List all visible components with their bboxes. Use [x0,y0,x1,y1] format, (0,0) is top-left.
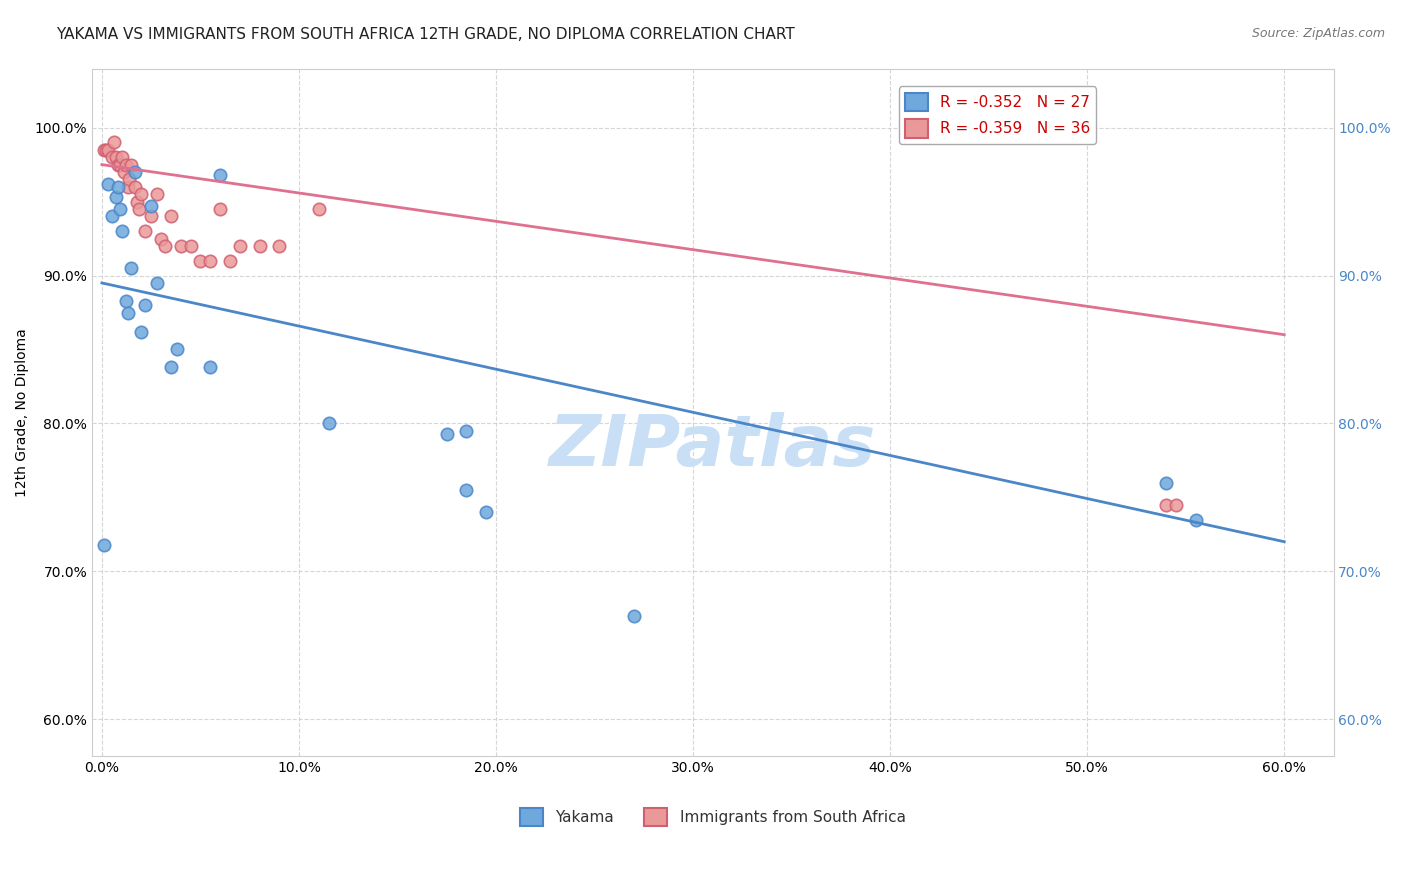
Point [209,202,232,216]
Point [1164,498,1187,512]
Point [104,190,127,204]
Point [97,177,120,191]
Point [190,253,212,268]
Point [110,224,132,238]
Point [153,239,176,253]
Point [93,143,115,157]
Point [219,253,242,268]
Point [150,231,173,245]
Point [180,239,202,253]
Point [1184,512,1206,526]
Point [623,608,645,623]
Point [127,194,149,209]
Point [128,202,150,216]
Point [160,210,183,224]
Point [456,483,478,497]
Point [104,150,127,164]
Point [146,276,169,290]
Point [97,143,120,157]
Text: ZIPatlas: ZIPatlas [550,412,876,481]
Point [308,202,330,216]
Point [134,298,156,312]
Point [200,360,222,375]
Point [107,179,129,194]
Point [141,199,163,213]
Point [114,293,136,308]
Text: YAKAMA VS IMMIGRANTS FROM SOUTH AFRICA 12TH GRADE, NO DIPLOMA CORRELATION CHART: YAKAMA VS IMMIGRANTS FROM SOUTH AFRICA 1… [56,27,794,42]
Point [100,210,122,224]
Point [1154,498,1177,512]
Point [318,417,340,431]
Point [110,150,132,164]
Point [107,158,129,172]
Point [117,305,139,319]
Point [124,179,146,194]
Point [103,136,125,150]
Point [124,165,146,179]
Point [120,261,142,276]
Point [131,187,153,202]
Point [456,424,478,438]
Point [118,172,141,186]
Point [114,158,136,172]
Point [436,426,458,441]
Point [200,253,222,268]
Point [94,143,117,157]
Point [120,158,142,172]
Point [160,360,183,375]
Point [249,239,271,253]
Point [1154,475,1177,490]
Point [134,224,156,238]
Point [146,187,169,202]
Point [93,538,115,552]
Point [100,150,122,164]
Point [170,239,193,253]
Point [166,343,188,357]
Point [229,239,252,253]
Point [108,158,131,172]
Point [131,325,153,339]
Text: Source: ZipAtlas.com: Source: ZipAtlas.com [1251,27,1385,40]
Point [141,210,163,224]
Point [108,202,131,216]
Legend: Yakama, Immigrants from South Africa: Yakama, Immigrants from South Africa [513,802,911,832]
Point [475,505,498,519]
Point [117,179,139,194]
Point [209,168,232,182]
Point [269,239,291,253]
Y-axis label: 12th Grade, No Diploma: 12th Grade, No Diploma [15,328,30,497]
Point [112,165,135,179]
